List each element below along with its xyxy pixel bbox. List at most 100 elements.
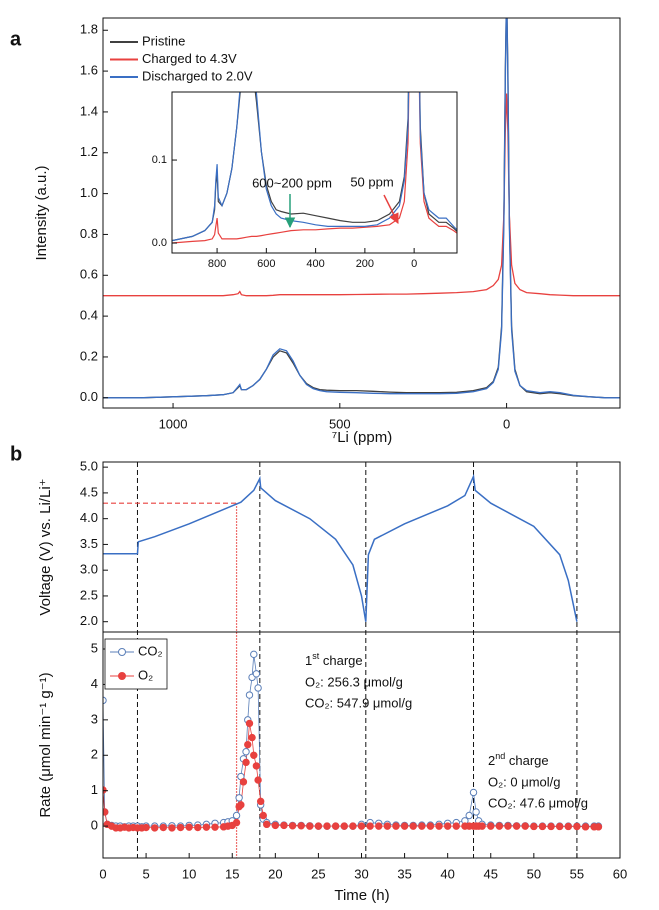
annotation-heading: 2nd charge (488, 751, 549, 768)
data-point (375, 822, 383, 830)
data-point (357, 822, 366, 830)
y-axis-label: Voltage (V) vs. Li/Li⁺ (37, 478, 54, 615)
annotation-text: 2 (488, 753, 495, 768)
y-tick-label: 3.0 (80, 562, 98, 577)
data-point (478, 822, 486, 830)
x-tick-label: 25 (311, 866, 325, 881)
data-line (172, 92, 457, 242)
data-point (280, 821, 288, 830)
data-point (232, 811, 241, 820)
y-tick-label: 1 (91, 782, 98, 797)
data-point (340, 822, 348, 830)
annotation: 600~200 ppm (252, 175, 332, 190)
data-point (245, 719, 254, 728)
data-point (465, 811, 473, 820)
y-tick-label: 4.5 (80, 484, 98, 499)
data-point (151, 824, 159, 832)
legend-label: Charged to 4.3V (142, 51, 237, 66)
data-point (168, 824, 176, 832)
y-axis-label: Intensity (a.u.) (33, 165, 50, 260)
data-point (409, 822, 417, 830)
x-tick-label: 400 (306, 258, 324, 270)
data-point (297, 822, 305, 830)
data-line (172, 92, 457, 242)
legend-marker (118, 648, 126, 656)
data-point (256, 797, 265, 806)
y-tick-label: 0.1 (152, 154, 167, 166)
data-point (581, 823, 590, 831)
data-point (564, 822, 572, 831)
y-tick-label: 2 (91, 747, 98, 762)
data-point (349, 822, 357, 830)
x-tick-label: 45 (484, 866, 498, 881)
legend-label: Discharged to 2.0V (142, 68, 253, 83)
data-point (435, 822, 443, 830)
data-point (142, 823, 150, 832)
data-point (254, 684, 262, 692)
panel-label: a (10, 28, 22, 50)
x-tick-label: 30 (354, 866, 368, 881)
x-axis-label: Time (h) (334, 887, 389, 904)
data-point (573, 822, 581, 831)
panel-label: b (10, 443, 22, 465)
x-tick-label: 40 (440, 866, 454, 881)
y-tick-label: 0.6 (80, 267, 98, 282)
data-point (366, 822, 374, 830)
x-tick-label: 600 (257, 258, 275, 270)
data-point (392, 822, 400, 830)
data-point (400, 822, 409, 830)
y-tick-label: 5 (91, 640, 98, 655)
data-point (235, 794, 243, 802)
legend-label: Pristine (142, 33, 185, 48)
x-tick-label: 200 (356, 258, 374, 270)
x-tick-label: 10 (182, 866, 196, 881)
annotation-heading: 1st charge (305, 651, 363, 668)
x-tick-label: 50 (527, 866, 541, 881)
data-point (185, 823, 193, 831)
data-point (331, 822, 340, 830)
inset-frame (171, 91, 458, 254)
annotation-text: CO₂: 47.6 μmol/g (488, 795, 588, 810)
data-point (443, 822, 452, 830)
x-tick-label: 55 (570, 866, 584, 881)
annotation-text: CO₂: 547.9 μmol/g (305, 695, 412, 710)
data-line (103, 18, 620, 399)
data-point (250, 650, 258, 659)
data-point (242, 748, 250, 756)
annotation-text: st (312, 651, 320, 661)
data-point (530, 822, 538, 831)
annotation-text: 1 (305, 653, 312, 668)
y-tick-label: 1.0 (80, 185, 98, 200)
data-point (426, 822, 435, 830)
y-tick-label: 0 (91, 818, 98, 833)
data-line (103, 93, 620, 297)
data-point (469, 788, 478, 797)
y-tick-label: 1.2 (80, 144, 98, 159)
data-line (103, 473, 578, 622)
data-point (271, 821, 280, 830)
annotation-text: nd (495, 751, 505, 761)
y-tick-label: 0.0 (80, 389, 98, 404)
y-tick-label: 2.0 (80, 613, 98, 628)
data-point (495, 822, 504, 830)
data-point (472, 808, 480, 816)
inset-background (172, 92, 457, 253)
y-tick-label: 3.5 (80, 536, 98, 551)
y-tick-label: 0.8 (80, 226, 98, 241)
data-point (202, 823, 211, 831)
data-point (306, 822, 314, 830)
y-tick-label: 0.4 (80, 308, 98, 323)
plot-frame (102, 461, 621, 633)
x-tick-label: 1000 (159, 416, 188, 431)
y-tick-label: 2.5 (80, 587, 98, 602)
data-point (512, 822, 521, 830)
x-tick-label: 0 (99, 866, 106, 881)
data-point (547, 822, 555, 831)
data-line (172, 92, 457, 244)
data-point (211, 823, 219, 831)
data-point (521, 822, 529, 830)
data-point (314, 822, 323, 830)
x-tick-label: 15 (225, 866, 239, 881)
data-point (538, 822, 547, 831)
